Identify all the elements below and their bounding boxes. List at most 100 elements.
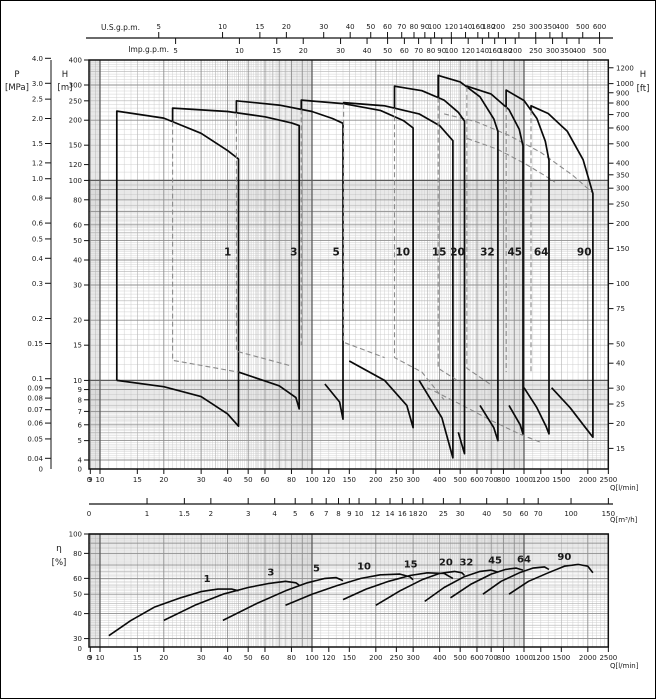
svg-text:2000: 2000 [579, 476, 597, 484]
svg-text:50: 50 [366, 23, 375, 31]
svg-text:600: 600 [470, 476, 483, 484]
svg-text:0: 0 [87, 654, 91, 662]
svg-text:1.5: 1.5 [179, 510, 190, 518]
svg-text:1000: 1000 [616, 80, 634, 88]
pump-envelope-15 [342, 101, 454, 459]
svg-text:0.15: 0.15 [27, 340, 43, 348]
svg-text:45: 45 [507, 247, 522, 259]
svg-text:1.5: 1.5 [32, 140, 43, 148]
svg-text:0.1: 0.1 [32, 375, 43, 383]
svg-text:80: 80 [73, 196, 82, 204]
svg-text:10: 10 [96, 476, 105, 484]
svg-text:30: 30 [197, 476, 206, 484]
svg-text:300: 300 [529, 23, 542, 31]
svg-text:20: 20 [73, 317, 82, 325]
svg-text:350: 350 [543, 23, 556, 31]
pressure-axis-mpa: P [MPa] 4.0 3.0 2.5 2.0 1.5 1.2 1.0 0.8 0.6 0.5 0.4 0… [5, 55, 51, 474]
svg-text:100: 100 [305, 654, 318, 662]
svg-text:1: 1 [204, 574, 211, 585]
svg-text:70: 70 [534, 510, 543, 518]
svg-text:900: 900 [616, 89, 629, 97]
svg-text:25: 25 [439, 510, 448, 518]
svg-text:0.6: 0.6 [32, 220, 44, 228]
svg-text:1500: 1500 [552, 654, 570, 662]
svg-text:0.4: 0.4 [32, 255, 44, 263]
efficiency-curve-5 [222, 576, 344, 622]
efficiency-curve-20 [375, 570, 466, 606]
svg-text:0.07: 0.07 [27, 406, 43, 414]
svg-text:1200: 1200 [532, 654, 550, 662]
svg-text:50: 50 [73, 591, 82, 599]
svg-text:150: 150 [69, 142, 82, 150]
svg-text:90: 90 [557, 552, 571, 563]
svg-text:12: 12 [371, 510, 380, 518]
svg-text:64: 64 [517, 555, 531, 566]
svg-text:5: 5 [173, 47, 177, 55]
svg-text:80: 80 [410, 23, 419, 31]
svg-text:32: 32 [459, 558, 473, 569]
svg-text:40: 40 [223, 654, 232, 662]
svg-text:32: 32 [480, 247, 495, 259]
pump-envelope-3 [171, 107, 301, 410]
svg-text:2.0: 2.0 [32, 115, 43, 123]
svg-text:3: 3 [267, 568, 274, 579]
svg-text:60: 60 [73, 221, 82, 229]
svg-text:30: 30 [73, 281, 82, 289]
svg-text:10: 10 [355, 510, 364, 518]
svg-text:0: 0 [78, 466, 82, 474]
svg-text:64: 64 [534, 247, 549, 259]
svg-text:250: 250 [390, 476, 403, 484]
svg-text:10: 10 [357, 561, 371, 572]
svg-text:250: 250 [616, 201, 629, 209]
svg-text:20: 20 [439, 558, 453, 569]
svg-text:0: 0 [87, 510, 91, 518]
svg-text:30: 30 [616, 385, 625, 393]
svg-text:180: 180 [499, 47, 512, 55]
efficiency-curve-1 [108, 588, 239, 637]
svg-text:90: 90 [577, 247, 592, 259]
svg-text:[%]: [%] [52, 558, 67, 568]
svg-text:700: 700 [484, 654, 497, 662]
svg-text:5: 5 [156, 23, 160, 31]
svg-text:6: 6 [310, 510, 315, 518]
svg-text:200: 200 [509, 47, 522, 55]
svg-text:300: 300 [69, 81, 82, 89]
svg-text:120: 120 [322, 654, 335, 662]
svg-text:200: 200 [616, 220, 629, 228]
svg-text:η: η [56, 544, 62, 554]
svg-text:20: 20 [616, 420, 625, 428]
svg-text:25: 25 [616, 401, 625, 409]
svg-text:70: 70 [414, 47, 423, 55]
pump-envelope-10 [300, 99, 414, 429]
svg-text:60: 60 [261, 654, 270, 662]
dashed-guide-curves [427, 113, 593, 443]
efficiency-curve-3 [163, 580, 300, 622]
svg-text:1.0: 1.0 [32, 175, 43, 183]
svg-text:15: 15 [255, 23, 264, 31]
svg-text:14: 14 [386, 510, 395, 518]
svg-text:50: 50 [244, 654, 253, 662]
svg-text:5: 5 [313, 563, 320, 574]
svg-text:20: 20 [159, 476, 168, 484]
svg-text:30: 30 [456, 510, 465, 518]
svg-text:Q[l/min]: Q[l/min] [610, 662, 639, 670]
svg-text:40: 40 [363, 47, 372, 55]
svg-text:20: 20 [282, 23, 291, 31]
svg-text:2500: 2500 [599, 476, 617, 484]
svg-text:100: 100 [69, 531, 82, 539]
svg-text:H: H [62, 70, 68, 80]
svg-text:180: 180 [482, 23, 495, 31]
svg-text:U.S.g.p.m.: U.S.g.p.m. [101, 23, 140, 32]
svg-text:0.3: 0.3 [32, 280, 43, 288]
pump-envelope-45 [466, 85, 524, 435]
svg-text:45: 45 [488, 556, 502, 567]
svg-text:90: 90 [437, 47, 446, 55]
svg-text:150: 150 [343, 476, 356, 484]
svg-text:700: 700 [484, 476, 497, 484]
efficiency-chart-grid [89, 533, 609, 647]
pump-envelopes [115, 74, 594, 459]
svg-text:60: 60 [520, 510, 529, 518]
svg-text:8: 8 [78, 396, 82, 404]
